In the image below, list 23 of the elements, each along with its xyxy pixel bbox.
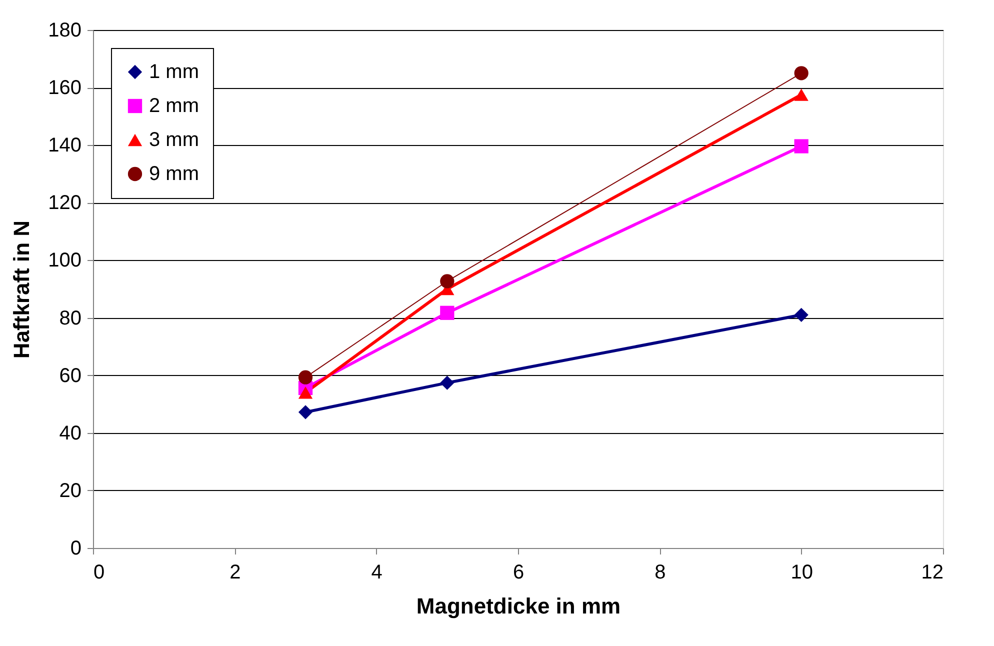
y-tick-label: 100: [48, 250, 82, 272]
y-tick-label: 0: [70, 538, 82, 560]
y-tick-label: 60: [59, 364, 82, 387]
y-tick-label: 120: [48, 192, 82, 214]
y-tick-label: 80: [59, 307, 82, 330]
legend-label: 3 mm: [149, 129, 199, 151]
legend-label: 1 mm: [149, 61, 199, 83]
y-tick-label: 20: [59, 480, 82, 502]
x-tick-label: 8: [654, 562, 666, 584]
y-tick-label: 40: [59, 422, 82, 444]
x-tick-label: 0: [94, 562, 105, 584]
legend-label: 2 mm: [149, 95, 199, 117]
x-tick-label: 6: [512, 562, 524, 584]
x-tick-label: 4: [371, 562, 382, 584]
y-tick-label: 140: [48, 134, 82, 157]
x-tick-label: 2: [230, 562, 241, 584]
x-tick-label: 10: [790, 562, 813, 584]
x-axis-title: Magnetdicke in mm: [416, 594, 621, 618]
y-tick-label: 160: [48, 77, 82, 100]
x-tick-label: 12: [921, 562, 944, 584]
y-tick-label: 180: [48, 20, 82, 42]
y-axis-title: Haftkraft in N: [9, 220, 34, 359]
legend-label: 9 mm: [149, 163, 199, 185]
